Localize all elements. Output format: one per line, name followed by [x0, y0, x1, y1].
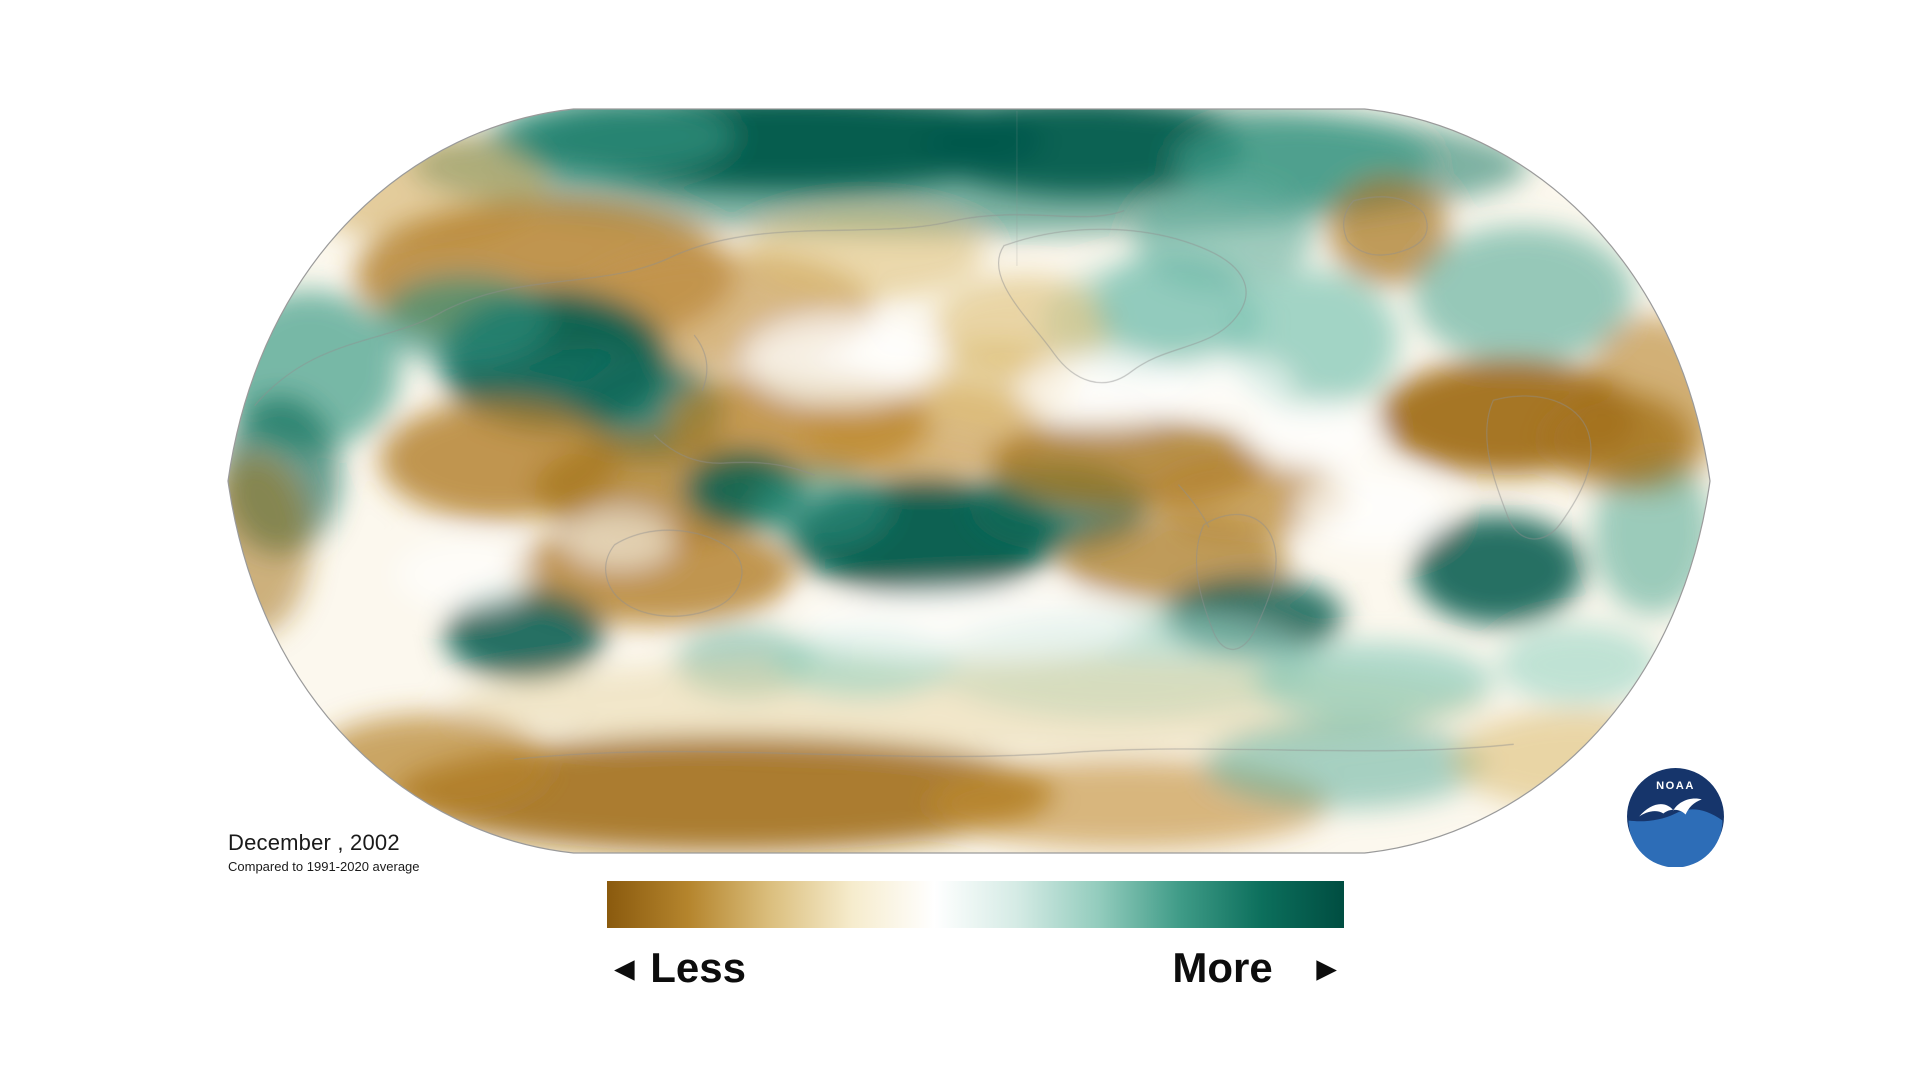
- noaa-logo-text: NOAA: [1656, 780, 1695, 792]
- date-label: December , 2002: [228, 830, 400, 855]
- more-label: More: [1172, 944, 1273, 991]
- legend-more-group: More ▶: [1172, 944, 1336, 992]
- map-caption: December , 2002 Compared to 1991-2020 av…: [228, 830, 420, 874]
- coastlines: [254, 110, 1592, 760]
- world-map-graphic: [227, 108, 1711, 854]
- legend-colorbar: [607, 881, 1344, 928]
- world-anomaly-map: [225, 106, 1713, 856]
- projection-outline: [227, 108, 1711, 854]
- legend: ◀ Less More ▶: [607, 881, 1344, 992]
- legend-less-group: ◀ Less: [615, 944, 746, 992]
- map-interior: [227, 108, 1711, 854]
- noaa-logo-sea: [1628, 809, 1723, 867]
- noaa-seagull-icon: [1639, 798, 1702, 817]
- more-arrow-icon: ▶: [1316, 954, 1336, 983]
- noaa-logo-graphic: NOAA: [1627, 768, 1724, 867]
- less-arrow-icon: ◀: [615, 954, 635, 983]
- noaa-logo: NOAA: [1625, 766, 1726, 867]
- legend-labels: ◀ Less More ▶: [607, 944, 1344, 992]
- baseline-label: Compared to 1991-2020 average: [228, 859, 420, 874]
- less-label: Less: [650, 944, 746, 991]
